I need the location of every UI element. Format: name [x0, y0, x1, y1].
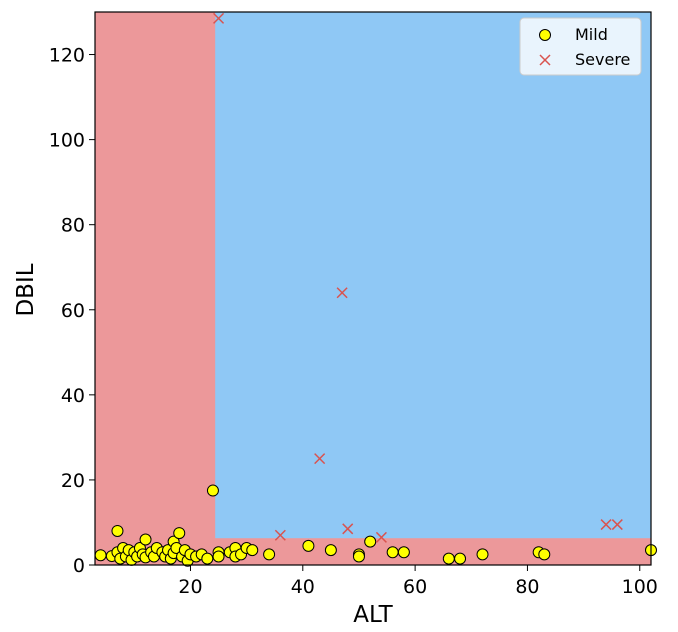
mild-point	[246, 544, 259, 557]
x-tick-label: 40	[291, 576, 315, 598]
mild-point	[173, 527, 186, 540]
mild-point	[263, 548, 276, 561]
mild-point	[476, 548, 489, 561]
mild-point	[352, 550, 365, 563]
legend-severe-marker	[539, 54, 551, 66]
mild-point	[442, 552, 455, 565]
mild-point	[111, 524, 124, 537]
mild-point	[94, 549, 107, 562]
mild-point	[386, 546, 399, 559]
legend: Mild Severe	[519, 17, 642, 76]
mild-point	[206, 484, 219, 497]
decision-regions	[95, 12, 651, 565]
y-axis-label: DBIL	[13, 263, 39, 316]
severe-point	[314, 453, 326, 465]
series-severe	[213, 12, 623, 543]
y-tick-label: 120	[49, 45, 85, 67]
series-mild	[94, 484, 657, 567]
x-tick-label: 100	[622, 576, 658, 598]
plot-frame	[94, 11, 652, 566]
legend-mild-label: Mild	[575, 25, 608, 44]
severe-point	[375, 531, 387, 543]
severe-point	[342, 523, 354, 535]
mild-point	[538, 548, 551, 561]
y-tick-label: 20	[61, 470, 85, 492]
mild-point	[454, 552, 467, 565]
y-tick-label: 0	[73, 555, 85, 577]
y-tick-label: 60	[61, 300, 85, 322]
data-points	[94, 12, 657, 567]
mild-point	[139, 533, 152, 546]
severe-point	[336, 287, 348, 299]
severe-point	[600, 519, 612, 531]
x-axis-label: ALT	[353, 602, 393, 628]
mild-point	[397, 546, 410, 559]
mild-point	[302, 539, 315, 552]
legend-severe-label: Severe	[575, 50, 630, 69]
y-tick-label: 100	[49, 130, 85, 152]
mild-point	[212, 550, 225, 563]
y-tick-label: 80	[61, 215, 85, 237]
x-axis-ticks: 20 40 60 80 100	[178, 565, 658, 598]
legend-mild-marker	[539, 29, 551, 41]
severe-point	[213, 12, 225, 24]
x-tick-label: 20	[178, 576, 202, 598]
mild-point	[324, 544, 337, 557]
mild-point	[364, 535, 377, 548]
mild-point	[201, 552, 214, 565]
severe-region	[215, 12, 651, 539]
y-tick-label: 40	[61, 385, 85, 407]
severe-point	[611, 519, 623, 531]
x-tick-label: 80	[515, 576, 539, 598]
severe-point	[274, 529, 286, 541]
y-axis-ticks: 0 20 40 60 80 100 120	[49, 45, 95, 577]
x-tick-label: 60	[403, 576, 427, 598]
